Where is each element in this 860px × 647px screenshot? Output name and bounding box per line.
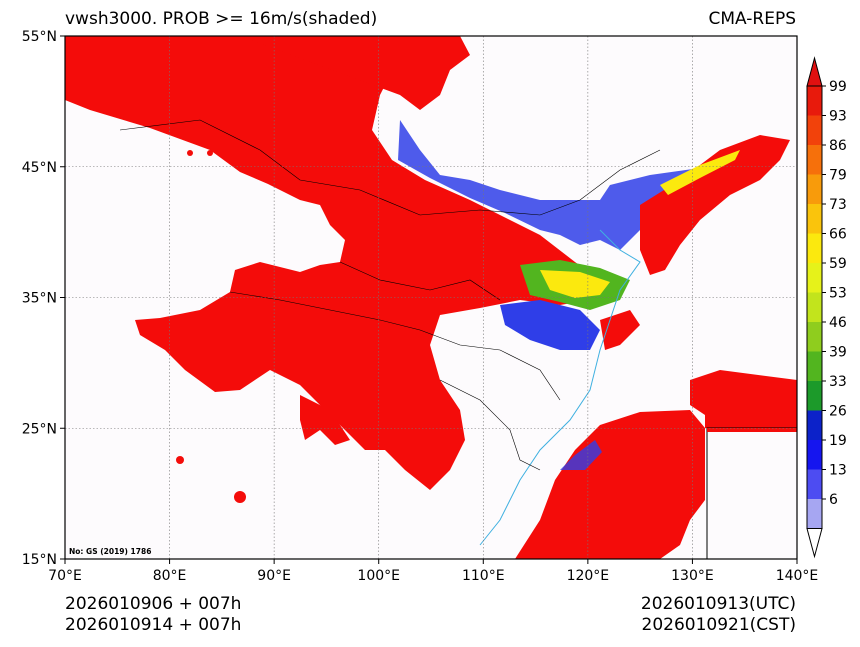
colorbar-label: 6 [829, 492, 838, 508]
mid-prob-band-northeast [660, 150, 740, 195]
inset-top-strip [707, 428, 797, 432]
prob-spot [207, 150, 213, 156]
model-name: CMA-REPS [708, 9, 796, 29]
lon-tick-label: 110°E [462, 568, 505, 584]
colorbar-label: 66 [829, 227, 847, 243]
border-line [339, 261, 501, 301]
low-prob-band-central [500, 300, 600, 350]
lat-tick-label: 25°N [22, 421, 57, 437]
lat-tick-label: 55°N [22, 29, 57, 45]
colorbar-over-arrow [806, 56, 823, 87]
init-time-utc: 2026010906 + 007h [65, 594, 242, 614]
colorbar-label: 33 [829, 374, 847, 390]
colorbar-label: 99 [829, 79, 847, 95]
colorbar-swatch [807, 145, 822, 175]
colorbar-label: 73 [829, 197, 847, 213]
colorbar-swatch [807, 381, 822, 411]
high-prob-region-west [65, 36, 600, 490]
colorbar-swatch [807, 351, 822, 381]
chart-title: vwsh3000. PROB >= 16m/s(shaded) [65, 9, 378, 29]
colorbar-swatch [807, 469, 822, 499]
colorbar-frame [806, 85, 823, 529]
colorbar-swatch [807, 86, 822, 116]
lon-tick-label: 100°E [357, 568, 400, 584]
colorbar-label: 19 [829, 433, 847, 449]
colorbar-label: 39 [829, 345, 847, 361]
valid-time-block: 2026010913(UTC) 2026010921(CST) [641, 594, 796, 636]
colorbar-label: 93 [829, 109, 847, 125]
border-line [229, 291, 561, 401]
colorbar-label: 13 [829, 463, 847, 479]
high-prob-region-pacific [690, 370, 797, 428]
lon-tick-label: 120°E [567, 568, 610, 584]
valid-time-utc: 2026010913(UTC) [640, 594, 796, 614]
colorbar-label: 46 [829, 315, 847, 331]
map-approval-note: No: GS (2019) 1786 [69, 547, 151, 556]
colorbar-swatch [807, 174, 822, 204]
colorbar-swatch [807, 322, 822, 352]
prob-spot [176, 456, 184, 464]
border-line [119, 119, 661, 216]
colorbar-label: 53 [829, 286, 847, 302]
inset-south-china-sea [706, 427, 797, 559]
colorbar-swatch [807, 499, 822, 529]
colorbar-under-arrow [806, 528, 823, 559]
colorbar-label: 59 [829, 256, 847, 272]
prob-spot [187, 150, 193, 156]
lat-tick-label: 35°N [22, 291, 57, 307]
lon-tick-label: 90°E [257, 568, 291, 584]
colorbar-label: 26 [829, 404, 847, 420]
lat-tick-label: 15°N [22, 552, 57, 568]
colorbar-swatch [807, 263, 822, 293]
colorbar: 99 93 86 79 73 66 59 53 46 39 33 26 19 13 6 [806, 56, 847, 559]
colorbar-swatch [807, 292, 822, 322]
colorbar-swatch [807, 440, 822, 470]
valid-time-cst: 2026010921(CST) [641, 615, 796, 635]
probability-shading [65, 36, 797, 559]
prob-spot [234, 491, 246, 503]
colorbar-swatch [807, 204, 822, 234]
colorbar-swatch [807, 233, 822, 263]
high-prob-region-north [240, 36, 470, 110]
init-time-block: 2026010906 + 007h 2026010914 + 007h [65, 594, 241, 636]
lon-tick-label: 80°E [153, 568, 187, 584]
lon-tick-label: 130°E [671, 568, 714, 584]
low-prob-band-north [398, 120, 720, 250]
colorbar-label: 79 [829, 168, 847, 184]
colorbar-swatch [807, 115, 822, 145]
high-prob-region-northeast [640, 135, 790, 275]
axis-ticks: 70°E 80°E 90°E 100°E 110°E 120°E 130°E 140°E 55°… [22, 29, 819, 584]
lon-tick-label: 70°E [48, 568, 82, 584]
high-prob-region-south-sea [515, 410, 705, 559]
lon-tick-label: 140°E [776, 568, 819, 584]
mid-high-prob-band [540, 270, 610, 298]
border-line [439, 379, 541, 471]
low-prob-spot-south [560, 440, 602, 470]
colorbar-swatch [807, 410, 822, 440]
coastline [479, 229, 641, 546]
graticule [65, 36, 797, 559]
high-prob-streak-sw [300, 395, 350, 445]
lat-tick-label: 45°N [22, 160, 57, 176]
init-time-cst: 2026010914 + 007h [65, 615, 242, 635]
colorbar-label: 86 [829, 138, 847, 154]
